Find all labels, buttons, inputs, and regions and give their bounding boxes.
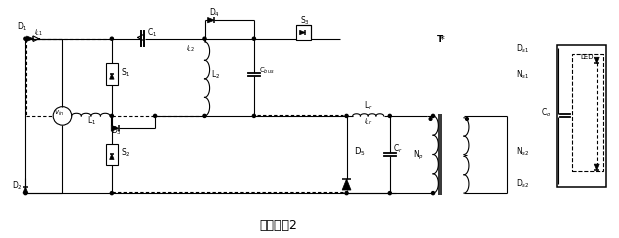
Text: T: T bbox=[436, 35, 443, 44]
Text: $*$: $*$ bbox=[439, 33, 446, 43]
Text: D$_{s2}$: D$_{s2}$ bbox=[516, 178, 530, 190]
Text: D$_3$: D$_3$ bbox=[111, 125, 123, 137]
Circle shape bbox=[465, 118, 469, 120]
Text: N$_{s2}$: N$_{s2}$ bbox=[516, 145, 530, 158]
Circle shape bbox=[429, 118, 432, 120]
Text: N$_p$: N$_p$ bbox=[413, 149, 424, 162]
Circle shape bbox=[203, 37, 206, 40]
Text: D$_2$: D$_2$ bbox=[12, 179, 23, 192]
Text: D$_5$: D$_5$ bbox=[354, 145, 366, 158]
Text: D$_4$: D$_4$ bbox=[209, 6, 220, 19]
Circle shape bbox=[388, 114, 391, 118]
Bar bbox=[556, 45, 606, 187]
Text: D$_{s1}$: D$_{s1}$ bbox=[516, 42, 530, 55]
Circle shape bbox=[154, 114, 157, 118]
Circle shape bbox=[253, 114, 256, 118]
Bar bbox=[572, 54, 603, 172]
Text: $v_{in}$: $v_{in}$ bbox=[54, 109, 64, 118]
Polygon shape bbox=[594, 164, 599, 170]
Circle shape bbox=[110, 114, 113, 118]
Text: LED: LED bbox=[581, 54, 594, 60]
Text: S$_3$: S$_3$ bbox=[300, 14, 310, 27]
Circle shape bbox=[345, 114, 348, 118]
Polygon shape bbox=[300, 30, 305, 35]
Bar bbox=[106, 63, 118, 85]
Text: S$_2$: S$_2$ bbox=[121, 146, 131, 159]
Polygon shape bbox=[207, 17, 214, 23]
Text: N$_{s1}$: N$_{s1}$ bbox=[516, 68, 530, 81]
Text: C$_r$: C$_r$ bbox=[393, 142, 403, 155]
Text: C$_1$: C$_1$ bbox=[147, 27, 157, 39]
Text: L$_r$: L$_r$ bbox=[364, 99, 373, 112]
Text: S$_1$: S$_1$ bbox=[121, 66, 131, 79]
Circle shape bbox=[431, 114, 435, 118]
Text: L$_1$: L$_1$ bbox=[87, 115, 97, 127]
Bar bbox=[296, 25, 311, 40]
Circle shape bbox=[388, 192, 391, 195]
Circle shape bbox=[110, 37, 113, 40]
Polygon shape bbox=[110, 154, 114, 159]
Polygon shape bbox=[111, 125, 119, 131]
Circle shape bbox=[253, 37, 256, 40]
Circle shape bbox=[110, 192, 113, 195]
Text: C$_{bus}$: C$_{bus}$ bbox=[259, 65, 275, 76]
Circle shape bbox=[203, 114, 206, 118]
Text: $i_{Lr}$: $i_{Lr}$ bbox=[364, 117, 373, 127]
Text: $i_{L1}$: $i_{L1}$ bbox=[34, 27, 43, 38]
Bar bbox=[106, 144, 118, 165]
Polygon shape bbox=[110, 74, 114, 79]
Text: 工作模刁2: 工作模刁2 bbox=[260, 219, 298, 232]
Polygon shape bbox=[27, 36, 33, 41]
Text: C$_o$: C$_o$ bbox=[541, 107, 552, 119]
Circle shape bbox=[345, 192, 348, 195]
Circle shape bbox=[24, 37, 27, 40]
Polygon shape bbox=[342, 179, 351, 190]
Text: $i_{L2}$: $i_{L2}$ bbox=[186, 44, 196, 54]
Text: D$_1$: D$_1$ bbox=[17, 20, 28, 33]
Text: L$_2$: L$_2$ bbox=[211, 68, 220, 81]
Circle shape bbox=[24, 192, 27, 195]
Polygon shape bbox=[23, 187, 28, 193]
Polygon shape bbox=[594, 57, 599, 63]
Circle shape bbox=[431, 192, 435, 195]
